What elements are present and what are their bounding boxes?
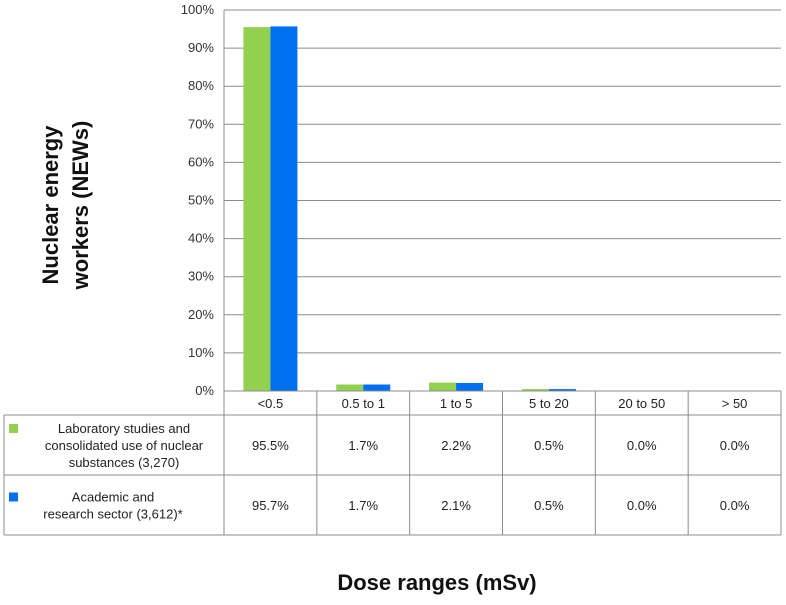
table-cell: 2.1%	[441, 498, 471, 513]
y-tick-label: 50%	[188, 193, 214, 208]
y-tick-label: 30%	[188, 269, 214, 284]
y-tick-label: 40%	[188, 231, 214, 246]
table-cell: 95.5%	[252, 438, 289, 453]
legend-swatch	[9, 424, 18, 433]
legend-label: research sector (3,612)*	[43, 507, 182, 522]
y-axis-label-line: Nuclear energy	[38, 125, 63, 285]
bar-academic	[456, 382, 484, 391]
table-cell: 0.0%	[627, 498, 657, 513]
table-cell: 0.0%	[627, 438, 657, 453]
bar-academic	[363, 384, 391, 391]
bar-academic	[548, 389, 576, 391]
bars	[243, 26, 576, 392]
gridlines	[223, 9, 781, 392]
legend-swatch	[9, 492, 18, 502]
y-tick-label: 10%	[188, 345, 214, 360]
y-tick-label: 70%	[188, 116, 214, 131]
table-cell: 1.7%	[348, 438, 378, 453]
table-cell: 0.0%	[720, 498, 750, 513]
legend-label: consolidated use of nuclear	[45, 438, 204, 453]
y-tick-label: 80%	[188, 78, 214, 93]
bar-laboratory	[243, 27, 271, 392]
category-label: <0.5	[258, 396, 284, 411]
table-cell: 0.5%	[534, 498, 564, 513]
category-label: > 50	[722, 396, 748, 411]
y-tick-label: 90%	[188, 40, 214, 55]
bar-laboratory	[521, 389, 549, 391]
y-tick-label: 60%	[188, 154, 214, 169]
legend-label: Laboratory studies and	[58, 421, 190, 436]
bar-academic	[270, 26, 298, 392]
y-tick-label: 100%	[181, 2, 215, 17]
table-cell: 0.0%	[720, 438, 750, 453]
data-table: <0.5 0.5 to 1 1 to 5 5 to 20 20 to 50 > 50 Lab…	[3, 390, 782, 536]
y-tick-label: 0%	[195, 383, 214, 398]
category-label: 1 to 5	[440, 396, 473, 411]
table-cell: 2.2%	[441, 438, 471, 453]
table-cell: 0.5%	[534, 438, 564, 453]
legend-label: substances (3,270)	[69, 455, 180, 470]
category-label: 5 to 20	[529, 396, 569, 411]
y-axis-ticks: 0% 10% 20% 30% 40% 50% 60% 70% 80% 90% 100%	[181, 2, 215, 398]
bar-laboratory	[429, 382, 457, 391]
table-cell: 95.7%	[252, 498, 289, 513]
y-axis-label: Nuclear energy workers (NEWs)	[38, 121, 93, 291]
category-label: 0.5 to 1	[342, 396, 385, 411]
category-label: 20 to 50	[618, 396, 665, 411]
table-cell: 1.7%	[348, 498, 378, 513]
x-axis-label: Dose ranges (mSv)	[337, 570, 536, 595]
bar-laboratory	[336, 384, 364, 391]
y-tick-label: 20%	[188, 307, 214, 322]
y-axis-label-line: workers (NEWs)	[68, 121, 93, 291]
legend-label: Academic and	[72, 490, 154, 505]
